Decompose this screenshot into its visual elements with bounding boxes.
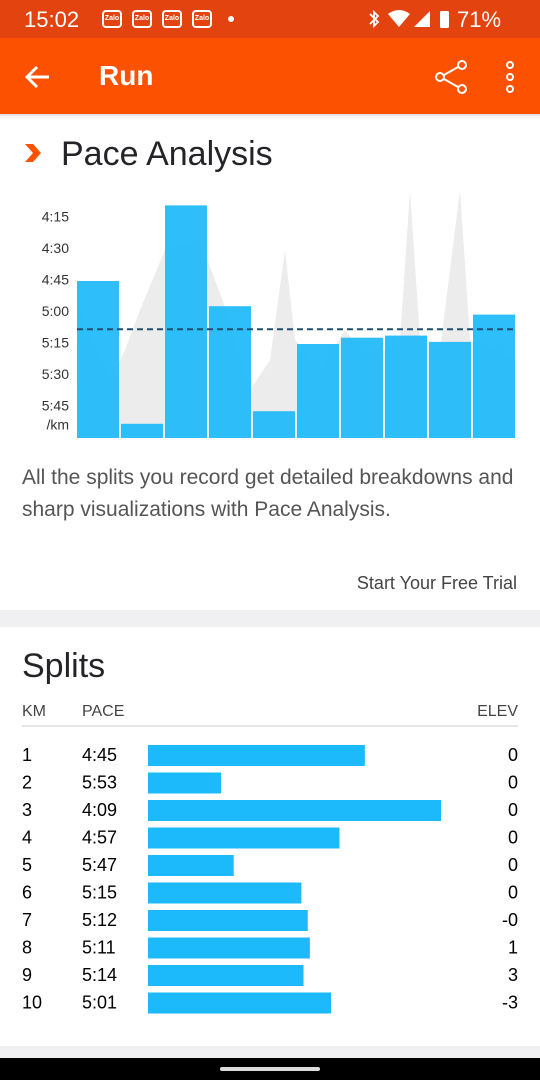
pace: 5:11 xyxy=(82,937,116,957)
column-header: ELEV xyxy=(477,703,518,720)
pace: 5:01 xyxy=(82,992,117,1012)
pace: 5:14 xyxy=(82,965,117,985)
pace-bar xyxy=(148,937,310,959)
description: All the splits you record get detailed b… xyxy=(22,466,514,521)
elev: 0 xyxy=(508,800,518,820)
km: 5 xyxy=(22,855,32,875)
home-indicator xyxy=(220,1067,320,1071)
km: 6 xyxy=(22,882,32,902)
elev: 0 xyxy=(508,772,518,792)
y-unit: /km xyxy=(46,417,69,433)
elev: 0 xyxy=(508,855,518,875)
pace: 5:15 xyxy=(82,882,117,902)
app-icon: Zalo xyxy=(132,10,152,28)
shadow xyxy=(0,114,540,118)
pace-bar xyxy=(148,772,222,794)
pace-bar xyxy=(165,205,207,438)
pace-bar xyxy=(148,992,332,1014)
status-icons xyxy=(369,9,449,29)
pace-bar xyxy=(341,337,383,438)
pace-bar xyxy=(473,314,515,438)
y-tick-label: 5:00 xyxy=(42,303,69,319)
section-title: Pace Analysis xyxy=(61,135,273,173)
pace: 4:57 xyxy=(82,827,117,847)
km: 9 xyxy=(22,965,32,985)
app-bar: Run xyxy=(0,38,540,114)
km: 2 xyxy=(22,772,32,792)
pace-bar xyxy=(148,965,304,986)
pace-bar xyxy=(148,745,365,766)
share-button[interactable] xyxy=(434,60,470,94)
y-tick-label: 4:30 xyxy=(42,240,69,256)
app-icon: Zalo xyxy=(162,10,182,28)
pace-bar xyxy=(148,800,441,821)
y-tick-label: 5:30 xyxy=(42,366,69,382)
pace-bar xyxy=(148,910,308,931)
elev: -0 xyxy=(502,910,518,930)
pace-bar xyxy=(209,306,251,438)
pace-bar xyxy=(148,827,340,849)
divider xyxy=(0,1046,540,1058)
chevron-icon xyxy=(25,144,41,162)
battery: 71% xyxy=(457,7,502,32)
y-tick-label: 5:15 xyxy=(42,335,69,351)
y-tick-label: 5:45 xyxy=(42,398,69,414)
km: 3 xyxy=(22,800,32,820)
pace-bar xyxy=(385,335,427,438)
nav-bar xyxy=(0,1058,540,1080)
pace-bar xyxy=(429,341,471,438)
km: 8 xyxy=(22,937,32,957)
column-header: KM xyxy=(22,703,46,720)
pace-bar xyxy=(148,855,234,876)
pace-bar xyxy=(253,411,295,438)
elev: 0 xyxy=(508,745,518,765)
column-header: PACE xyxy=(82,703,124,720)
pace: 4:45 xyxy=(82,745,117,765)
more-button[interactable] xyxy=(503,60,517,94)
pace-bar xyxy=(77,281,119,438)
km: 10 xyxy=(22,992,42,1012)
back-button[interactable] xyxy=(24,64,52,90)
time: 15:02 xyxy=(24,7,80,32)
pace: 5:12 xyxy=(82,910,117,930)
pace: 4:09 xyxy=(82,800,117,820)
elev: 0 xyxy=(508,827,518,847)
splits-table: KM PACE ELEV 1 4:45 0 2 5:53 0 3 4:09 0 4 4:57 0 5 5:47 0… xyxy=(22,703,518,1014)
status-bar: 15:02 Zalo Zalo Zalo Zalo 71% xyxy=(0,0,540,38)
pace-bar xyxy=(121,423,163,438)
km: 4 xyxy=(22,827,32,847)
pace-bar xyxy=(148,882,302,904)
free-trial-link[interactable]: Start Your Free Trial xyxy=(356,573,517,593)
pace: 5:47 xyxy=(82,855,117,875)
pace: 5:53 xyxy=(82,772,117,792)
dot xyxy=(228,16,234,22)
pace-bar xyxy=(297,344,339,438)
elev: 0 xyxy=(508,882,518,902)
divider xyxy=(0,610,540,627)
app-icon: Zalo xyxy=(192,10,212,28)
y-tick-label: 4:45 xyxy=(42,272,69,288)
elev: 1 xyxy=(508,937,518,957)
pace-chart: 4:15 4:30 4:45 5:00 5:15 5:30 5:45/km xyxy=(42,190,515,438)
km: 7 xyxy=(22,910,32,930)
screen-title: Run xyxy=(99,60,154,91)
km: 1 xyxy=(22,745,32,765)
splits-title: Splits xyxy=(22,647,106,685)
elev: 3 xyxy=(508,965,518,985)
elev: -3 xyxy=(502,992,518,1012)
app-icon: Zalo xyxy=(102,10,122,28)
y-tick-label: 4:15 xyxy=(42,209,69,225)
